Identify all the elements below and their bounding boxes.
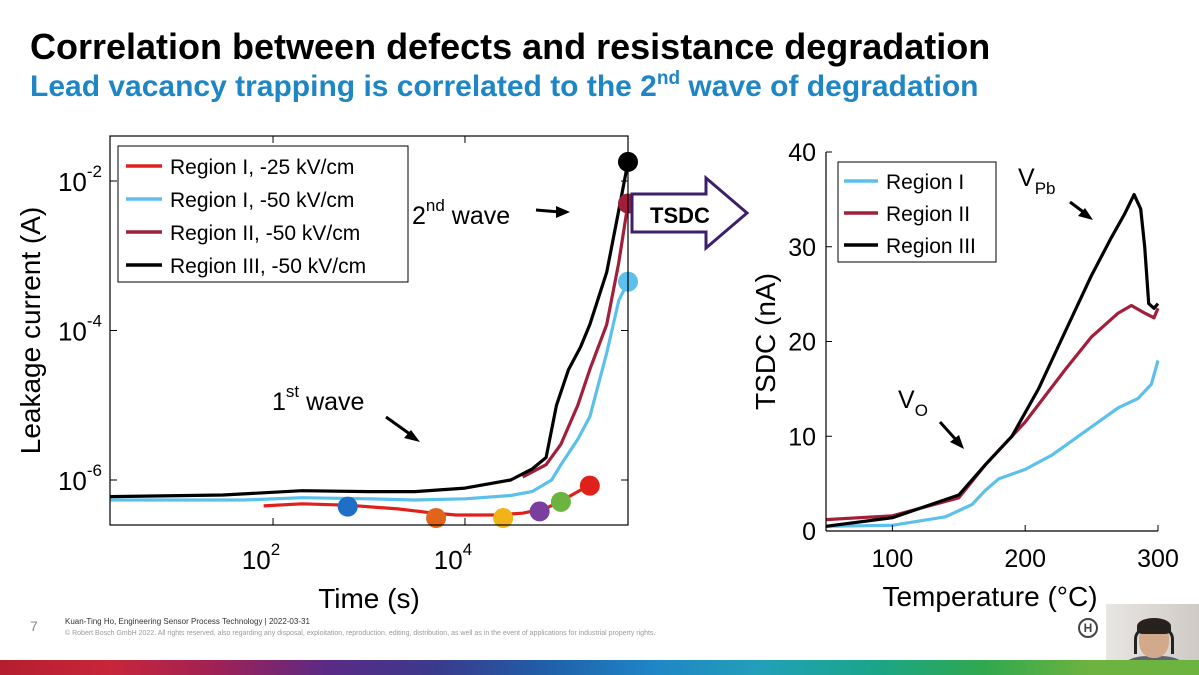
vpb-sub: Pb xyxy=(1035,179,1056,198)
chart1-marker-1-2 xyxy=(426,508,447,529)
slide-title: Correlation between defects and resistan… xyxy=(30,26,991,67)
strip-segment xyxy=(981,660,1091,675)
anno2-base: 2 xyxy=(412,202,426,230)
chart1-ytick-base: 10 xyxy=(58,317,87,347)
chart2-ytick-label-30: 30 xyxy=(788,234,816,262)
chart1-marker-1-4 xyxy=(529,501,550,522)
footer-copyright: © Robert Bosch GmbH 2022. All rights res… xyxy=(65,630,656,637)
vo-base: V xyxy=(898,386,915,414)
chart1-marker-1-3 xyxy=(493,508,514,529)
chart1-ytick-base: 10 xyxy=(58,466,87,496)
chart1-legend-label-3: Region II, -50 kV/cm xyxy=(170,222,360,245)
chart1-ytick-exp: -4 xyxy=(87,312,102,331)
anno1-sup: st xyxy=(286,382,300,401)
chart2-ylabel: TSDC (nA) xyxy=(750,273,781,410)
anno1-base: 1 xyxy=(272,388,286,416)
strip-segment xyxy=(763,660,873,675)
strip-segment xyxy=(109,660,219,675)
chart1-xtick-label: 104 xyxy=(434,540,472,575)
strip-segment xyxy=(218,660,328,675)
chart1-xtick-exp: 2 xyxy=(271,540,280,559)
anno2-rest: wave xyxy=(445,202,510,230)
chart2-legend-label-2: Region II xyxy=(886,203,970,226)
anno1-rest: wave xyxy=(299,388,364,416)
chart1-annotation-second-wave: 2nd wave xyxy=(412,196,510,230)
chart2-series-line-3 xyxy=(825,193,1160,528)
chart1-xtick-base: 10 xyxy=(242,545,271,575)
strip-segment xyxy=(654,660,764,675)
subtitle-pre: Lead vacancy trapping is correlated to t… xyxy=(30,70,657,103)
chart1-ytick-label: 10-4 xyxy=(58,312,102,347)
chart2-ytick-label-0: 0 xyxy=(802,518,816,546)
chart1-ytick-exp: -6 xyxy=(87,461,102,480)
chart1-legend-label-2: Region I, -50 kV/cm xyxy=(170,189,354,212)
strip-segment xyxy=(872,660,982,675)
chart2-xtick-label-100: 100 xyxy=(872,545,914,573)
anno2-sup: nd xyxy=(426,196,445,215)
chart1-ytick-base: 10 xyxy=(58,167,87,197)
chart2-legend-label-3: Region III xyxy=(886,235,976,258)
chart1-ytick-label: 10-6 xyxy=(58,461,102,496)
chart2-arrowhead-vpb xyxy=(1078,208,1093,220)
chart2-xlabel: Temperature (°C) xyxy=(882,581,1097,612)
chart2-xtick-label-300: 300 xyxy=(1137,545,1179,573)
chart1-xtick-base: 10 xyxy=(434,545,463,575)
chart1-series-line-4 xyxy=(109,161,630,499)
chart1-ytick-exp: -2 xyxy=(87,162,102,181)
chart2-annotation-vpb: VPb xyxy=(1018,164,1055,198)
strip-segment xyxy=(0,660,110,675)
chart2-ytick-label-20: 20 xyxy=(788,329,816,357)
chart2-annotation-vo: VO xyxy=(898,386,928,420)
chart1-arrowhead-second-wave xyxy=(556,206,570,218)
tsdc-arrow-label: TSDC xyxy=(650,203,710,228)
subtitle-post: wave of degradation xyxy=(680,70,979,103)
chart1-legend-label-1: Region I, -25 kV/cm xyxy=(170,156,354,179)
chart1-marker-1-1 xyxy=(337,496,358,517)
chart2-xtick-label-200: 200 xyxy=(1004,545,1046,573)
chart1-legend-box xyxy=(117,145,409,283)
chart1-xlabel: Time (s) xyxy=(318,583,420,614)
chart1-marker-1-6 xyxy=(579,475,600,496)
chart1-ylabel: Leakage current (A) xyxy=(15,207,46,454)
tsdc-arrow-shape xyxy=(630,174,750,252)
chart1-annotation-first-wave: 1st wave xyxy=(272,382,364,416)
chart2-arrowhead-vo xyxy=(950,435,964,449)
strip-segment xyxy=(327,660,437,675)
bosch-logo-icon: H xyxy=(1078,618,1098,638)
subtitle-sup: nd xyxy=(656,68,681,89)
page-number: 7 xyxy=(30,618,38,634)
chart1-arrowhead-first-wave xyxy=(404,430,420,442)
chart1-series-line-2 xyxy=(110,280,630,502)
chart2-ytick-label-40: 40 xyxy=(788,139,816,167)
chart1-xtick-label: 102 xyxy=(242,540,280,575)
chart1-series-line-3 xyxy=(521,203,630,479)
chart2-legend-label-1: Region I xyxy=(886,171,964,194)
chart2-ytick-label-10: 10 xyxy=(788,423,816,451)
chart2-series-line-1 xyxy=(825,359,1160,528)
vo-sub: O xyxy=(915,401,928,420)
strip-segment xyxy=(1090,660,1199,675)
chart1-ytick-label: 10-2 xyxy=(58,162,102,197)
chart1-xtick-exp: 4 xyxy=(463,540,472,559)
footer-author: Kuan-Ting Ho, Engineering Sensor Process… xyxy=(65,617,310,626)
chart2-series-line-2 xyxy=(825,303,1160,522)
strip-segment xyxy=(436,660,546,675)
chart1-marker-1-5 xyxy=(550,491,571,512)
strip-segment xyxy=(545,660,655,675)
vpb-base: V xyxy=(1018,164,1035,192)
chart1-legend-label-4: Region III, -50 kV/cm xyxy=(170,255,366,278)
slide-subtitle: Lead vacancy trapping is correlated to t… xyxy=(30,68,979,104)
